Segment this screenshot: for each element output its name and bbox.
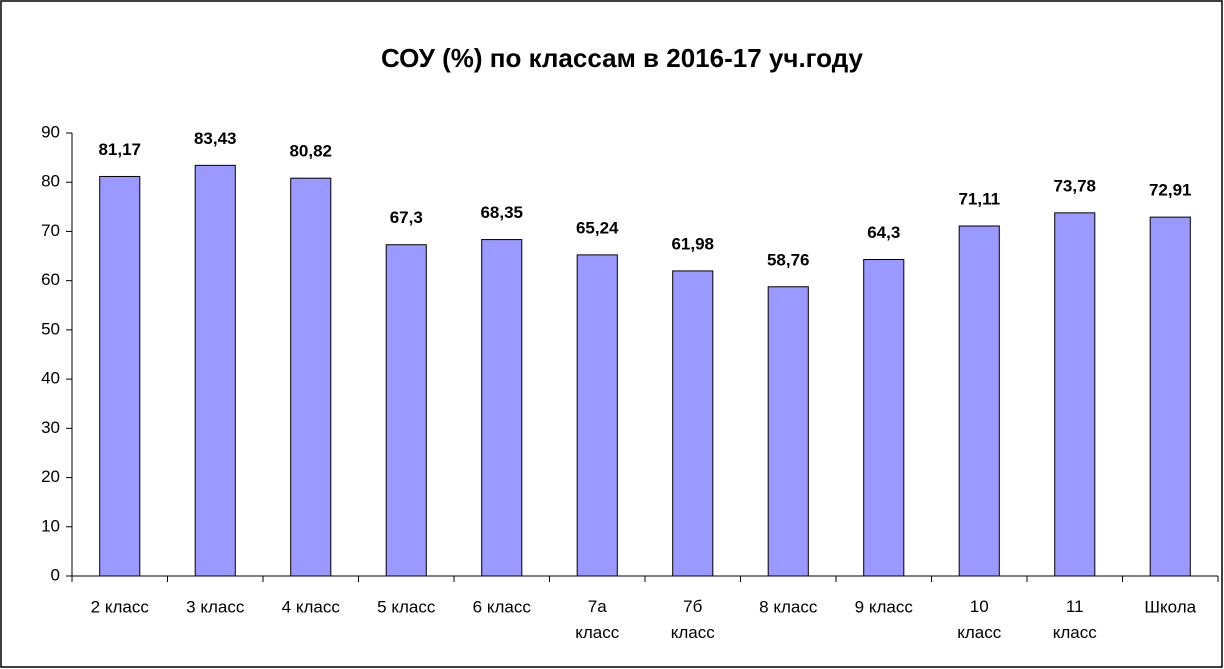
- value-label: 73,78: [1053, 176, 1096, 195]
- y-tick-label: 80: [41, 172, 60, 191]
- bar: [863, 259, 905, 577]
- y-tick-label: 30: [41, 418, 60, 437]
- y-tick-label: 0: [51, 565, 60, 584]
- y-tick-label: 90: [41, 122, 60, 141]
- value-label: 58,76: [767, 250, 810, 269]
- x-tick-label: 8 класс: [759, 597, 818, 616]
- value-label: 83,43: [194, 129, 237, 148]
- bar: [99, 175, 141, 577]
- bar: [290, 177, 332, 577]
- x-tick-label: 2 класс: [91, 597, 150, 616]
- x-tick-label: 7б класс: [671, 597, 716, 642]
- y-tick-label: 10: [41, 516, 60, 535]
- value-label: 65,24: [576, 218, 619, 237]
- y-tick-label: 60: [41, 270, 60, 289]
- value-label: 72,91: [1149, 181, 1192, 200]
- bar: [1054, 212, 1096, 577]
- value-label: 67,3: [390, 208, 423, 227]
- chart-title: СОУ (%) по классам в 2016-17 уч.году: [381, 43, 864, 73]
- value-label: 68,35: [480, 203, 523, 222]
- bar: [767, 286, 809, 577]
- x-tick-label: 5 класс: [377, 597, 436, 616]
- x-tick-label: 4 класс: [282, 597, 341, 616]
- x-tick-label: 7а класс: [575, 597, 620, 642]
- bar: [1149, 216, 1191, 577]
- x-tick-label: Школа: [1144, 597, 1196, 616]
- value-label: 71,11: [958, 189, 1000, 208]
- value-label: 80,82: [289, 142, 332, 161]
- x-tick-label: 9 класс: [855, 597, 914, 616]
- bar: [481, 239, 523, 577]
- x-tick-label: 3 класс: [186, 597, 245, 616]
- x-tick-label: 11 класс: [1053, 597, 1098, 642]
- bar: [672, 270, 714, 577]
- x-tick-label: 6 класс: [473, 597, 532, 616]
- bar: [194, 164, 236, 577]
- y-tick-label: 50: [41, 319, 60, 338]
- bar: [576, 254, 618, 577]
- value-label: 64,3: [867, 223, 900, 242]
- bar: [385, 244, 427, 577]
- value-label: 81,17: [98, 140, 141, 159]
- x-tick-label: 10 класс: [957, 597, 1002, 642]
- y-tick-label: 20: [41, 467, 60, 486]
- bar: [958, 225, 1000, 577]
- y-tick-label: 40: [41, 369, 60, 388]
- value-label: 61,98: [671, 234, 714, 253]
- y-tick-label: 70: [41, 221, 60, 240]
